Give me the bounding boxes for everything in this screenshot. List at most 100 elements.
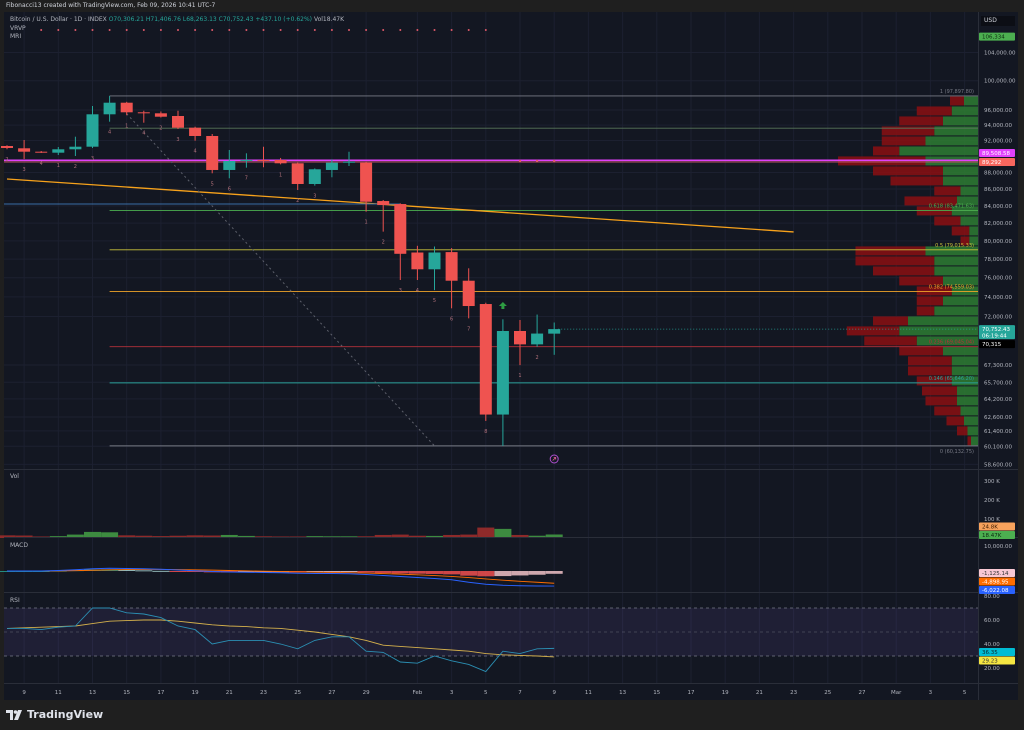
candle[interactable] bbox=[172, 110, 184, 129]
time-axis-label: 11 bbox=[55, 690, 62, 696]
candle[interactable] bbox=[103, 95, 116, 122]
sequential-count-label: 1 bbox=[518, 373, 521, 379]
symbol-legend[interactable]: Bitcoin / U.S. Dollar · 1D · INDEX O70,3… bbox=[10, 16, 344, 23]
candle[interactable] bbox=[257, 146, 270, 168]
vrvp-marker-dot bbox=[245, 29, 248, 31]
candle-body bbox=[18, 148, 31, 152]
replay-icon[interactable] bbox=[549, 454, 559, 464]
candle[interactable] bbox=[343, 151, 355, 166]
sequential-count-label: 5 bbox=[211, 181, 214, 187]
candle[interactable] bbox=[291, 162, 304, 191]
volume-bar bbox=[443, 534, 461, 538]
candle[interactable] bbox=[514, 320, 526, 366]
volume-bar bbox=[0, 535, 16, 538]
macd-tag-text: -6,022.08 bbox=[982, 588, 1009, 594]
candle[interactable] bbox=[86, 105, 99, 148]
volume-profile-up-bar bbox=[943, 166, 978, 176]
vrvp-marker-dot bbox=[365, 29, 368, 31]
volume-bar bbox=[426, 535, 443, 538]
candle[interactable] bbox=[325, 159, 338, 178]
candle[interactable] bbox=[137, 110, 150, 123]
volume-profile-down-bar bbox=[846, 326, 900, 336]
candle[interactable] bbox=[531, 314, 544, 347]
candle[interactable] bbox=[120, 101, 133, 116]
volume-profile-up-bar bbox=[951, 356, 978, 366]
candle[interactable] bbox=[360, 161, 373, 212]
candle-body bbox=[35, 151, 48, 153]
volume-profile-up-bar bbox=[951, 206, 978, 216]
candle[interactable] bbox=[411, 245, 424, 281]
time-axis-label: 11 bbox=[585, 690, 592, 696]
volume-profile-up-bar bbox=[951, 106, 978, 116]
macd-signal-line bbox=[7, 568, 555, 584]
vrvp-marker-dot bbox=[74, 29, 77, 31]
candle[interactable] bbox=[479, 302, 492, 421]
candle[interactable] bbox=[394, 203, 407, 281]
volume-profile-up-bar bbox=[951, 286, 978, 296]
macd-axis-label: 10,000.00 bbox=[984, 544, 1012, 550]
candle-body bbox=[120, 102, 133, 113]
indicator-vrvp-label[interactable]: VRVP bbox=[10, 25, 26, 32]
macd-histogram-bar bbox=[443, 571, 461, 575]
volume-axis-label: 100 K bbox=[984, 517, 1000, 523]
candle[interactable] bbox=[462, 268, 475, 319]
candle[interactable] bbox=[223, 149, 236, 179]
volume-bar bbox=[118, 535, 136, 538]
macd-pane-label[interactable]: MACD bbox=[10, 542, 28, 549]
price-axis-label: 65,700.00 bbox=[984, 380, 1012, 386]
chart-credit: Fibonacci13 created with TradingView.com… bbox=[6, 2, 216, 9]
sequential-count-label: 4 bbox=[142, 131, 145, 137]
volume-profile-up-bar bbox=[957, 196, 978, 206]
volume-bar bbox=[391, 534, 409, 538]
time-axis-label: 29 bbox=[363, 690, 370, 696]
price-axis-label: 76,000.00 bbox=[984, 276, 1012, 282]
candle[interactable] bbox=[548, 322, 561, 355]
volume-profile-down-bar bbox=[916, 376, 952, 386]
macd-histogram-bar bbox=[357, 571, 375, 573]
macd-histogram-bar bbox=[340, 571, 358, 573]
candle[interactable] bbox=[35, 150, 48, 153]
sequential-count-label: 2 bbox=[536, 355, 539, 361]
rsi-pane-label[interactable]: RSI bbox=[10, 597, 20, 604]
volume-pane-label[interactable]: Vol bbox=[10, 473, 19, 480]
volume-bar bbox=[84, 531, 101, 538]
macd-tag bbox=[979, 586, 1015, 594]
indicator-mri-label[interactable]: MRI bbox=[10, 33, 22, 40]
rsi-tag-text: 29.23 bbox=[982, 659, 998, 665]
candle[interactable] bbox=[189, 126, 202, 141]
candle[interactable] bbox=[428, 246, 441, 291]
volume-bar bbox=[186, 535, 204, 538]
candle[interactable] bbox=[496, 319, 509, 446]
fib-level-label: 0.382 (74,559.03) bbox=[929, 284, 974, 290]
candle[interactable] bbox=[445, 248, 458, 309]
price-axis-label: 82,000.00 bbox=[984, 221, 1012, 227]
price-tag bbox=[979, 340, 1015, 349]
currency-selector[interactable]: USD bbox=[981, 16, 1015, 26]
volume-profile-up-bar bbox=[943, 346, 978, 356]
drawings-layer[interactable]: 1 (97,897.80) 0.618 (83,471.63) 0.5 (79,01… bbox=[4, 89, 978, 455]
candle[interactable] bbox=[377, 200, 390, 232]
candle[interactable] bbox=[69, 136, 82, 156]
vrvp-marker-dot bbox=[450, 29, 453, 31]
rsi-ma-line bbox=[6, 619, 555, 658]
candle-body bbox=[411, 252, 424, 270]
volume-profile-down-bar bbox=[873, 146, 900, 156]
macd-histogram-bar bbox=[135, 570, 153, 572]
candle[interactable] bbox=[206, 133, 219, 174]
volume-profile-up-bar bbox=[957, 386, 978, 396]
sequential-count-label: 4 bbox=[108, 130, 111, 136]
volume-profile-down-bar bbox=[916, 306, 935, 316]
candle[interactable] bbox=[274, 157, 287, 165]
tradingview-brand: TradingView bbox=[27, 708, 104, 721]
symbol-name[interactable]: Bitcoin / U.S. Dollar · 1D · INDEX bbox=[10, 16, 107, 23]
price-tag bbox=[979, 158, 1015, 167]
candle[interactable] bbox=[18, 140, 31, 159]
candle[interactable] bbox=[1, 145, 13, 150]
candle[interactable] bbox=[308, 168, 321, 186]
candle[interactable] bbox=[240, 153, 253, 168]
fib-trend-line[interactable] bbox=[126, 113, 435, 447]
candle[interactable] bbox=[154, 111, 167, 118]
candle[interactable] bbox=[52, 146, 65, 155]
candle-body bbox=[325, 162, 338, 170]
